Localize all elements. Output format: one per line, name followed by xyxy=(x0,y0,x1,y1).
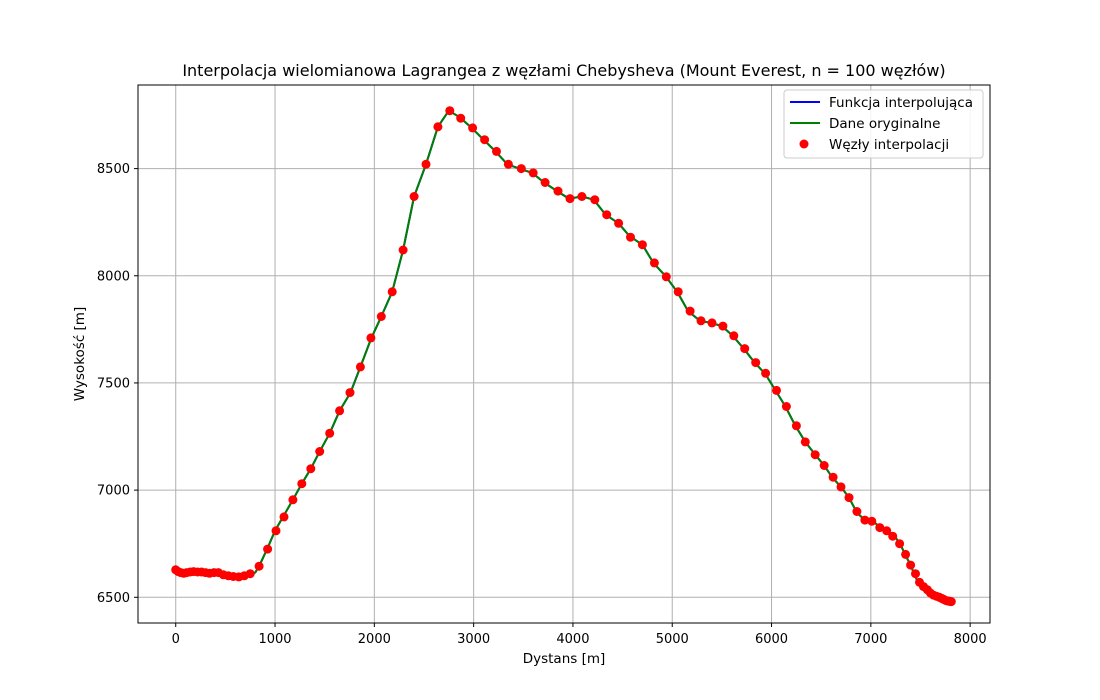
x-tick-label: 6000 xyxy=(755,632,788,647)
interpolation-node-point xyxy=(740,344,750,354)
interpolation-node-point xyxy=(445,106,455,116)
interpolation-node-point xyxy=(325,428,335,438)
x-tick-label: 4000 xyxy=(556,632,589,647)
legend: Funkcja interpolująca Dane oryginalne Wę… xyxy=(783,89,984,159)
interpolation-node-point xyxy=(614,218,624,228)
interpolation-node-point xyxy=(492,146,501,156)
y-tick-label: 7000 xyxy=(97,484,130,499)
x-axis-label: Dystans [m] xyxy=(523,651,606,667)
y-tick-label: 8000 xyxy=(97,269,130,284)
interpolation-node-point xyxy=(279,512,289,522)
chart-title: Interpolacja wielomianowa Lagrangea z wę… xyxy=(182,61,945,80)
y-axis-ticks: 6500 7000 7500 8000 8500 xyxy=(97,162,138,606)
interpolation-node-point xyxy=(751,358,761,368)
interpolation-node-point xyxy=(685,306,695,316)
interpolation-node-point xyxy=(409,192,419,201)
grid xyxy=(138,85,990,623)
interpolated-line xyxy=(175,109,951,603)
x-tick-label: 2000 xyxy=(358,632,391,647)
interpolation-node-point xyxy=(718,321,728,331)
interpolation-node-point xyxy=(271,526,281,536)
legend-box xyxy=(783,89,984,159)
interpolation-node-point xyxy=(366,333,376,343)
interpolation-node-point xyxy=(254,561,264,571)
y-tick-label: 8500 xyxy=(97,162,130,177)
interpolation-node-point xyxy=(590,195,600,205)
x-axis-ticks: 0 1000 2000 3000 4000 5000 6000 7000 8000 xyxy=(172,623,987,647)
interpolation-node-point xyxy=(288,495,298,505)
interpolation-node-point xyxy=(263,544,273,554)
interpolation-node-point xyxy=(565,194,575,204)
interpolation-node-point xyxy=(867,516,877,526)
legend-swatch-nodes xyxy=(799,139,809,149)
interpolation-node-point xyxy=(421,159,431,169)
y-tick-label: 7500 xyxy=(97,376,130,391)
interpolation-node-point xyxy=(882,526,892,536)
interpolation-node-point xyxy=(946,597,956,607)
plot-area xyxy=(171,106,956,607)
interpolation-node-point xyxy=(637,240,647,250)
interpolation-node-point xyxy=(553,186,563,196)
interpolation-node-point xyxy=(761,368,771,378)
interpolation-node-point xyxy=(819,461,829,470)
x-tick-label: 5000 xyxy=(656,632,689,647)
interpolation-node-point xyxy=(781,402,791,411)
interpolation-node-point xyxy=(315,447,325,456)
interpolation-node-point xyxy=(810,450,820,460)
interpolation-node-point xyxy=(355,362,365,372)
interpolation-node-point xyxy=(626,232,635,242)
interpolation-node-point xyxy=(901,549,911,559)
legend-label-nodes: Węzły interpolacji xyxy=(829,137,949,153)
y-tick-label: 6500 xyxy=(97,591,130,606)
interpolation-node-point xyxy=(828,472,838,482)
interpolation-node-point xyxy=(673,287,683,297)
interpolation-node-point xyxy=(729,331,739,341)
interpolation-node-point xyxy=(398,245,408,255)
axes-frame xyxy=(137,84,991,624)
interpolation-node-point xyxy=(852,507,862,516)
interpolation-node-point xyxy=(306,464,316,474)
interpolation-node-point xyxy=(895,539,905,549)
legend-label-original: Dane oryginalne xyxy=(829,116,940,132)
x-tick-label: 1000 xyxy=(258,632,291,647)
interpolation-node-point xyxy=(661,272,671,282)
interpolation-node-point xyxy=(335,406,345,416)
interpolation-node-point xyxy=(844,493,854,503)
interpolation-node-point xyxy=(875,523,885,533)
y-axis-label: Wysokość [m] xyxy=(72,307,88,401)
interpolation-node-point xyxy=(860,515,870,525)
interpolation-node-point xyxy=(577,192,587,201)
x-tick-label: 8000 xyxy=(954,632,987,647)
interpolation-node-point xyxy=(245,569,255,579)
interpolation-node-point xyxy=(602,210,612,220)
interpolation-node-point xyxy=(433,122,443,132)
interpolation-node-point xyxy=(516,164,526,174)
original-data-line xyxy=(175,109,951,603)
interpolation-node-point xyxy=(649,258,659,268)
interpolation-node-point xyxy=(906,560,916,570)
interpolation-node-point xyxy=(528,168,538,178)
interpolation-node-point xyxy=(836,482,846,492)
legend-label-interpolated: Funkcja interpolująca xyxy=(829,95,973,111)
interpolation-node-point xyxy=(888,531,898,541)
interpolation-node-point xyxy=(480,135,490,145)
interpolation-node-point xyxy=(387,287,397,297)
x-tick-label: 3000 xyxy=(457,632,490,647)
interpolation-node-point xyxy=(911,569,920,579)
x-tick-label: 7000 xyxy=(854,632,887,647)
interpolation-node-point xyxy=(376,312,386,321)
interpolation-node-point xyxy=(503,159,513,169)
interpolation-node-point xyxy=(456,113,466,123)
interpolation-node-point xyxy=(345,388,355,398)
interpolation-node-point xyxy=(772,385,781,395)
interpolation-node-point xyxy=(707,318,717,328)
interpolation-node-point xyxy=(696,316,706,326)
interpolation-node-point xyxy=(540,178,550,187)
interpolation-node-point xyxy=(791,421,801,431)
interpolation-node-point xyxy=(800,437,810,447)
interpolation-node-point xyxy=(468,123,478,133)
x-tick-label: 0 xyxy=(172,632,180,647)
interpolation-node-point xyxy=(297,479,307,489)
